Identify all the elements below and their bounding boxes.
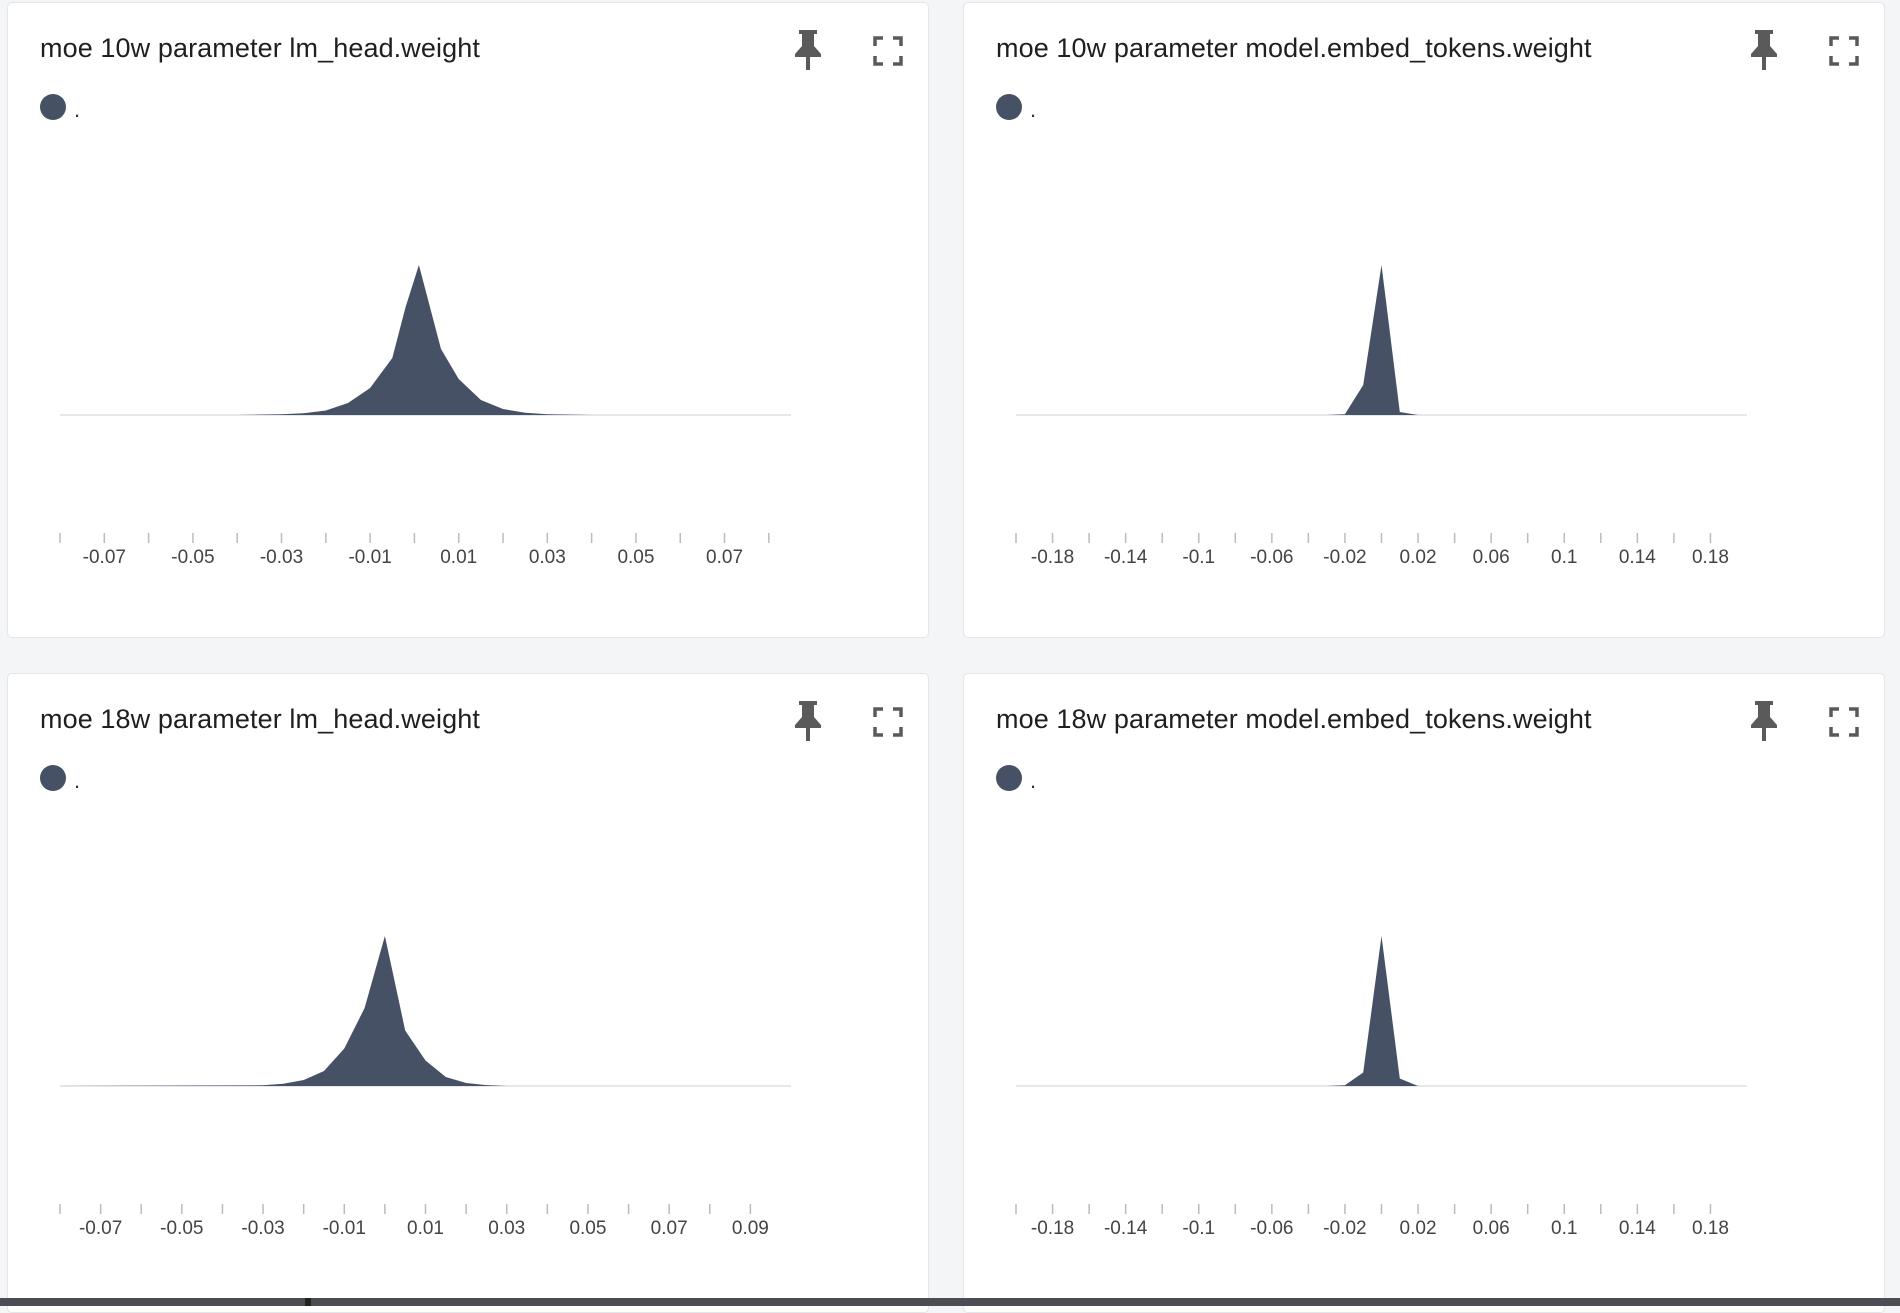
- legend-label: .: [74, 768, 81, 793]
- chart-title: moe 18w parameter lm_head.weight: [40, 704, 480, 734]
- x-tick-label: -0.01: [348, 547, 391, 568]
- pin-button[interactable]: [1744, 700, 1784, 741]
- x-tick-label: 0.03: [529, 547, 566, 568]
- legend-swatch: [40, 765, 66, 791]
- legend-swatch: [996, 94, 1022, 120]
- x-tick-label: 0.09: [732, 1218, 769, 1239]
- pin-button[interactable]: [788, 29, 828, 70]
- x-tick-label: -0.07: [79, 1218, 122, 1239]
- fullscreen-icon: [1829, 36, 1859, 66]
- fullscreen-icon: [1829, 707, 1859, 737]
- fullscreen-icon: [873, 707, 903, 737]
- x-tick-label: 0.07: [651, 1218, 688, 1239]
- distribution-area: [60, 265, 791, 415]
- x-tick-label: -0.1: [1182, 1218, 1215, 1239]
- legend: .: [996, 762, 1036, 794]
- chart-card: moe 18w parameter model.embed_tokens.wei…: [963, 673, 1885, 1313]
- x-tick-label: 0.14: [1619, 547, 1656, 568]
- fullscreen-button[interactable]: [868, 702, 908, 742]
- fullscreen-button[interactable]: [868, 31, 908, 71]
- x-tick-label: -0.03: [241, 1218, 284, 1239]
- x-tick-label: 0.03: [488, 1218, 525, 1239]
- x-tick-label: 0.02: [1400, 1218, 1437, 1239]
- legend-label: .: [1030, 97, 1037, 122]
- legend-swatch: [40, 94, 66, 120]
- scrollbar-thumb[interactable]: [305, 1298, 311, 1306]
- histogram-chart: -0.18 -0.14 -0.1 -0.06 -0.02 0.02 0.06 0.1 0.14 0…: [1015, 265, 1747, 568]
- x-tick-label: -0.05: [171, 547, 214, 568]
- chart-card: moe 10w parameter model.embed_tokens.wei…: [963, 2, 1885, 638]
- legend: .: [996, 91, 1036, 123]
- x-tick-label: 0.05: [617, 547, 654, 568]
- chart-card: moe 18w parameter lm_head.weight . -0.07…: [7, 673, 929, 1313]
- distribution-area: [1016, 265, 1747, 415]
- x-tick-label: 0.06: [1473, 1218, 1510, 1239]
- distribution-area: [1016, 936, 1747, 1086]
- pin-icon: [1751, 701, 1777, 741]
- legend-label: .: [74, 97, 81, 122]
- x-tick-label: -0.05: [160, 1218, 203, 1239]
- legend-label: .: [1030, 768, 1037, 793]
- legend: .: [40, 762, 80, 794]
- chart-title: moe 10w parameter lm_head.weight: [40, 33, 480, 63]
- x-tick-label: -0.18: [1031, 547, 1074, 568]
- x-tick-label: -0.06: [1250, 1218, 1293, 1239]
- x-tick-label: 0.01: [440, 547, 477, 568]
- x-tick-label: -0.14: [1104, 547, 1148, 568]
- x-tick-label: 0.14: [1619, 1218, 1656, 1239]
- chart-title: moe 18w parameter model.embed_tokens.wei…: [996, 704, 1592, 734]
- pin-button[interactable]: [1744, 29, 1784, 70]
- fullscreen-icon: [873, 36, 903, 66]
- x-tick-label: 0.07: [706, 547, 743, 568]
- x-tick-label: 0.06: [1473, 547, 1510, 568]
- distribution-area: [60, 936, 791, 1086]
- x-tick-label: -0.02: [1323, 1218, 1366, 1239]
- x-tick-label: 0.18: [1692, 1218, 1729, 1239]
- x-tick-label: 0.1: [1551, 1218, 1577, 1239]
- pin-button[interactable]: [788, 700, 828, 741]
- pin-icon: [1751, 30, 1777, 70]
- x-tick-label: -0.14: [1104, 1218, 1148, 1239]
- x-tick-label: -0.03: [260, 547, 303, 568]
- fullscreen-button[interactable]: [1824, 702, 1864, 742]
- x-tick-label: 0.05: [569, 1218, 606, 1239]
- chart-title: moe 10w parameter model.embed_tokens.wei…: [996, 33, 1592, 63]
- chart-card: moe 10w parameter lm_head.weight . -0.07…: [7, 2, 929, 638]
- pin-icon: [795, 701, 821, 741]
- x-tick-label: 0.18: [1692, 547, 1729, 568]
- histogram-chart: -0.18 -0.14 -0.1 -0.06 -0.02 0.02 0.06 0.1 0.14 0…: [1015, 936, 1747, 1239]
- x-tick-label: 0.02: [1400, 547, 1437, 568]
- x-tick-label: -0.02: [1323, 547, 1366, 568]
- x-tick-label: -0.01: [323, 1218, 366, 1239]
- histogram-chart: -0.07 -0.05 -0.03 -0.01 0.01 0.03 0.05 0.07: [59, 265, 791, 568]
- fullscreen-button[interactable]: [1824, 31, 1864, 71]
- legend-swatch: [996, 765, 1022, 791]
- x-tick-label: -0.06: [1250, 547, 1293, 568]
- x-tick-label: 0.01: [407, 1218, 444, 1239]
- pin-icon: [795, 30, 821, 70]
- legend: .: [40, 91, 80, 123]
- x-tick-label: -0.1: [1182, 547, 1215, 568]
- x-tick-label: -0.18: [1031, 1218, 1074, 1239]
- horizontal-scrollbar[interactable]: [0, 1298, 1900, 1306]
- x-tick-label: 0.1: [1551, 547, 1577, 568]
- x-tick-label: -0.07: [83, 547, 126, 568]
- histogram-chart: -0.07 -0.05 -0.03 -0.01 0.01 0.03 0.05 0.07 0.09: [59, 936, 791, 1239]
